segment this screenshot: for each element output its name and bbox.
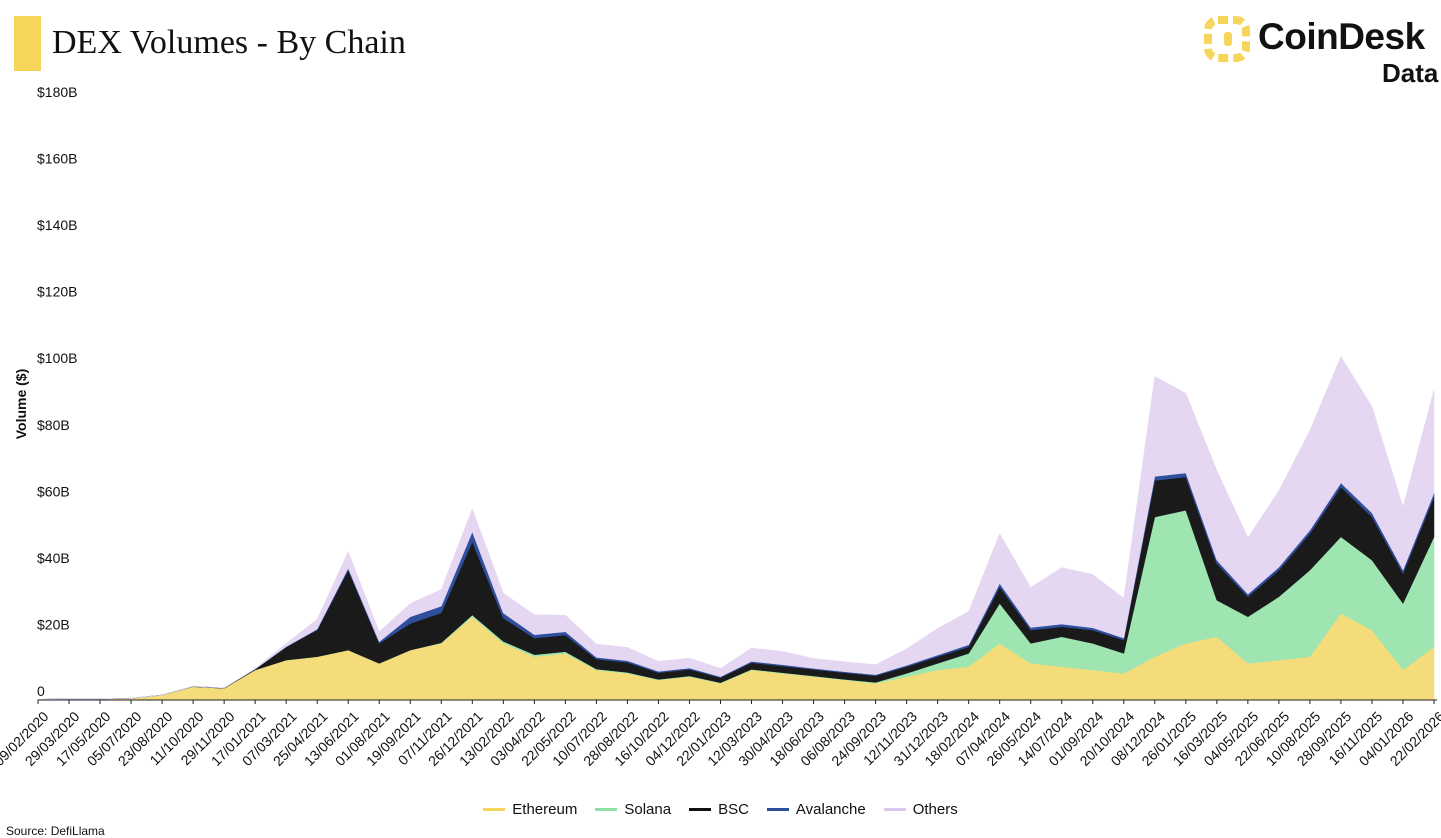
legend-swatch [595,808,618,811]
legend-item-solana: Solana [595,801,671,818]
y-tick-label: $20B [37,616,70,632]
chart-title: DEX Volumes - By Chain [52,24,406,61]
legend-item-bsc: BSC [689,801,749,818]
legend-swatch [766,808,789,811]
legend-swatch [883,808,906,811]
legend-label: Ethereum [512,801,578,818]
y-tick-label: $160B [37,151,77,167]
y-tick-label: $80B [37,417,70,433]
y-tick-label: $120B [37,284,77,300]
x-axis-ticks: 09/02/202029/03/202017/05/202005/07/2020… [0,700,1441,769]
brand-name: CoinDesk [1258,16,1425,57]
y-tick-label: $180B [37,84,77,100]
coindesk-logo-icon [1204,16,1250,62]
y-axis-ticks: 0 $20B $40B $60B $80B $100B $120B $140B $160B $18… [37,84,77,699]
legend-swatch [689,808,712,811]
source-note: Source: DefiLlama [6,824,105,838]
y-tick-label: $60B [37,483,70,499]
legend-label: BSC [718,801,749,818]
y-tick-label: $140B [37,217,77,233]
y-tick-label: $40B [37,550,70,566]
coindesk-logo: CoinDesk Data [1204,12,1441,92]
legend-label: Others [912,801,958,818]
chart-legend: Ethereum Solana BSC Avalanche Others [0,801,1441,818]
title-accent-bar [14,16,41,71]
y-tick-label: 0 [37,683,45,699]
area-others [37,356,1435,700]
legend-item-others: Others [883,801,958,818]
legend-label: Avalanche [795,801,866,818]
y-axis-label: Volume ($) [13,369,29,440]
legend-swatch [483,808,506,811]
legend-item-avalanche: Avalanche [766,801,866,818]
brand-sub: Data [1382,58,1439,88]
legend-item-ethereum: Ethereum [483,801,577,818]
y-tick-label: $100B [37,350,77,366]
stacked-area-chart: 0 $20B $40B $60B $80B $100B $120B $140B $160B $18… [0,84,1441,769]
area-series-group [37,356,1435,701]
legend-label: Solana [624,801,672,818]
